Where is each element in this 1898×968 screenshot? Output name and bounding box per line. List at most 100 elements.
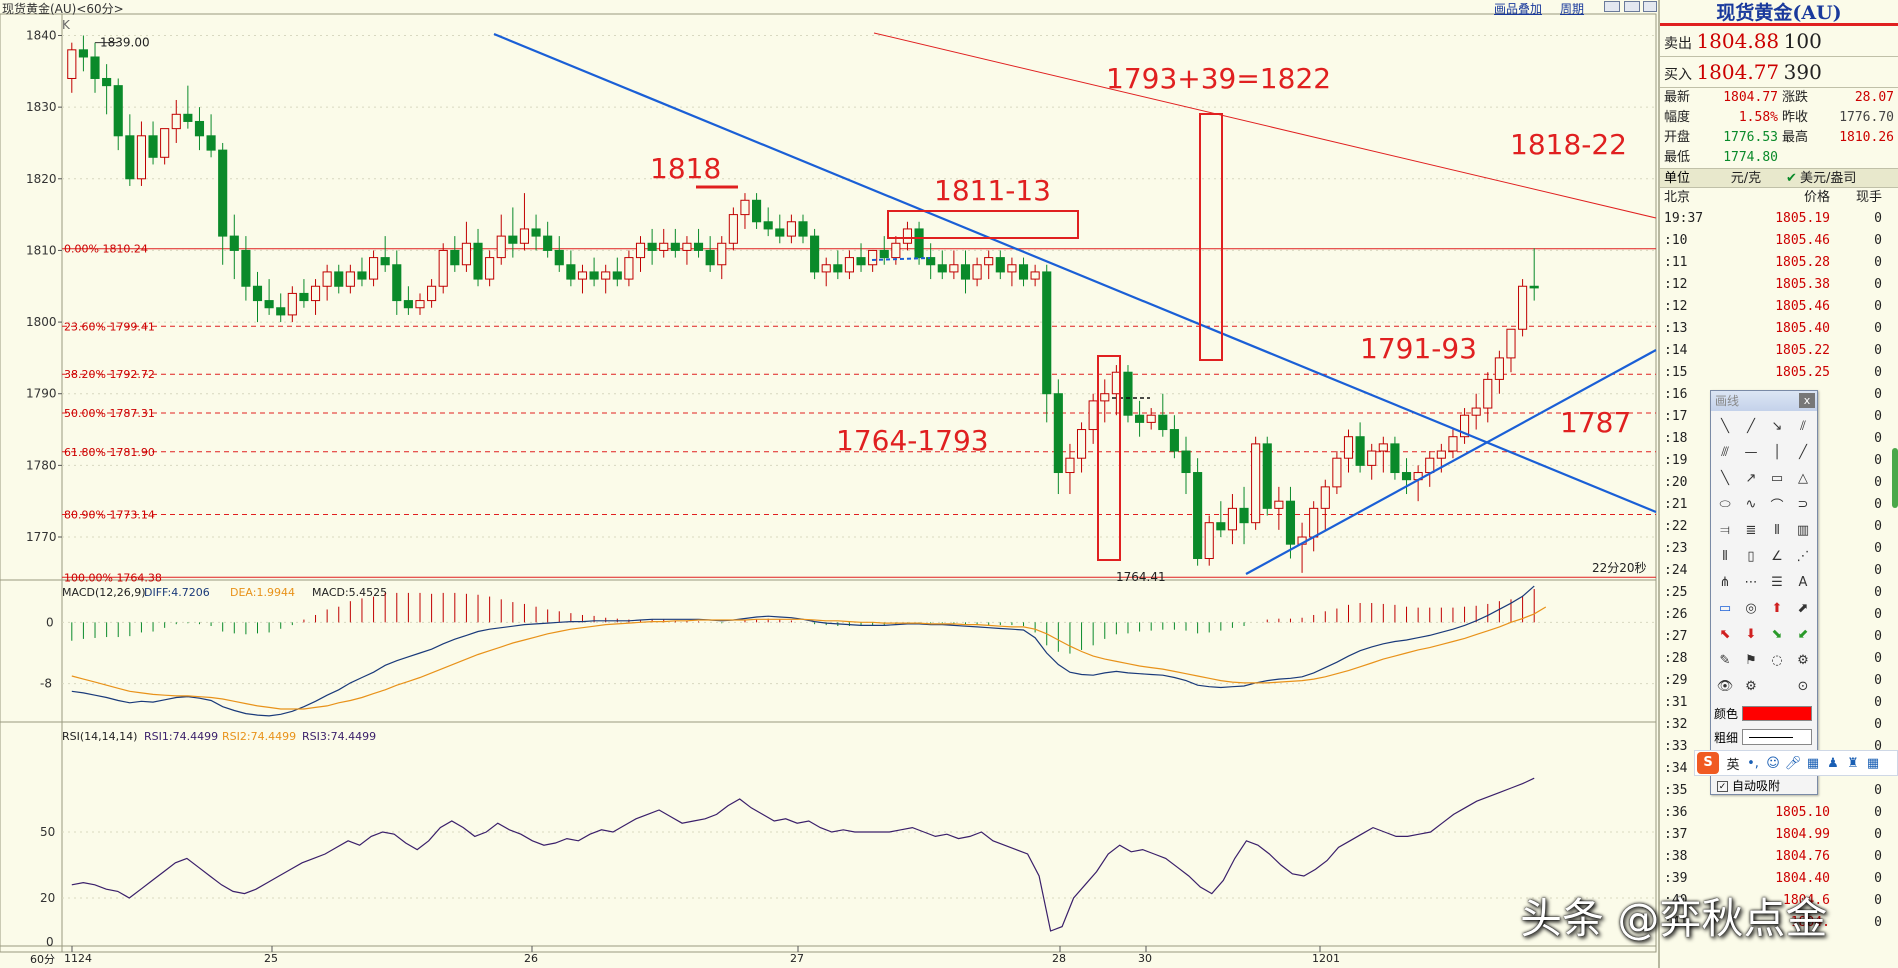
flag-icon[interactable]: ⚑ [1745,652,1757,668]
overlay-link[interactable]: 画品叠加 [1494,2,1543,16]
text-format-icon[interactable]: ☰ [1771,574,1783,590]
horizontal-icon[interactable]: — [1744,444,1758,460]
period-icon[interactable]: ⦀ [1722,548,1728,564]
bars-icon[interactable]: ▯ [1747,548,1755,564]
tick-time: :17 [1664,409,1688,424]
ime-user-icon[interactable]: ♟ [1827,755,1839,771]
unit-row[interactable]: 单位 元/克 ✔ 美元/盎司 [1660,168,1898,188]
zoom-in-button[interactable] [1624,1,1640,12]
x-tick-label: 28 [1052,952,1066,965]
channel-icon[interactable]: ⫻ [1721,444,1729,460]
ray-icon[interactable]: ╱ [1747,418,1755,434]
tick-qty: 0 [1874,541,1882,556]
angle-icon[interactable]: ∠ [1771,548,1783,564]
ime-skin-icon[interactable]: ♜ [1847,755,1859,771]
hide-icon[interactable]: ◌ [1771,652,1783,668]
fan-icon[interactable]: ⋰ [1796,548,1810,564]
palette-width-select[interactable] [1742,729,1813,745]
candle-body [647,242,657,251]
eye-icon[interactable]: 👁︎ [1716,678,1734,694]
stat-value: 28.07 [1854,90,1894,105]
tick-time: :32 [1664,717,1688,732]
tick-row: :19 0 [1660,450,1898,472]
palette-width-row[interactable]: 粗细 [1711,725,1817,749]
fib-retrace-icon[interactable]: ≣ [1745,522,1757,538]
candle-body [1459,414,1470,438]
palette-close-button[interactable]: x [1799,393,1815,408]
arrow-up-icon[interactable]: ↗ [1745,470,1757,486]
zoom-out-button[interactable] [1604,1,1620,12]
price-label-icon[interactable]: ▭ [1718,600,1732,616]
candle-body [1227,507,1237,531]
ime-keyboard-icon[interactable]: ▦ [1806,755,1820,771]
gear-icon[interactable]: ⚙ [1745,678,1757,694]
curve-icon[interactable]: ⌒ [1770,498,1784,514]
drawing-palette[interactable]: 画线 x ╲ ╱ ↘ ⫽ ⫻ — │ ╱ ╲ ↗ ▭ △ ⬭ ∿ ⌒ ⊃ ⫤ ≣ ⫴ ▥ ⦀ ▯ ∠ ⋰ ⋔ ⋯ ☰ A ▭ ◎ ⬆ ⬈ ⬉ ⬇ ⬊… [1710,390,1818,795]
trend-icon[interactable]: ╱ [1799,444,1807,460]
vertical-icon[interactable]: │ [1773,444,1781,460]
arc-icon[interactable]: ⊃ [1797,496,1809,512]
green-arrow-icon[interactable]: ⬊ [1771,626,1783,642]
down-arrow-icon[interactable]: ⬇ [1745,626,1757,642]
chart-canvas[interactable]: 1840 1830 1820 1810 1800 1790 1780 1770 0.00% 18… [0,0,1658,968]
ime-lang-toggle[interactable]: 英 [1726,757,1740,773]
ime-punct-icon[interactable]: •, [1747,755,1759,771]
unit-alt[interactable]: 美元/盎司 [1800,171,1857,186]
triangle-icon[interactable]: △ [1798,470,1808,486]
ring-icon[interactable]: ◎ [1745,600,1757,616]
fib-icon[interactable]: ⫤ [1720,522,1730,538]
chart-area[interactable]: 1840 1830 1820 1810 1800 1790 1780 1770 0.00% 18… [0,0,1658,968]
auto-snap-checkbox[interactable]: ✓ [1717,781,1728,792]
palette-auto-snap[interactable]: ✓ 自动吸附 [1711,775,1817,797]
scrollbar-thumb[interactable] [1892,448,1898,508]
ticks-qty-header: 现手 [1855,190,1882,205]
x-tick-label: 26 [524,952,538,965]
tick-row: :38 1804.76 0 [1660,846,1898,868]
candle-body [926,257,936,266]
pitchfork-icon[interactable]: ⋔ [1719,574,1731,590]
candle-body [1239,507,1249,524]
tick-row: :13 1805.40 0 [1660,318,1898,340]
y-tick-label: 1800 [26,315,57,329]
gann-icon[interactable]: ▥ [1796,522,1810,538]
red-arrow-icon[interactable]: ⬉ [1719,626,1731,642]
unit-value[interactable]: 元/克 [1730,171,1762,186]
period-link[interactable]: 周期 [1560,2,1585,16]
rect-icon[interactable]: ▭ [1770,470,1784,486]
parallel-icon[interactable]: ⫽ [1800,418,1806,434]
candle-body [821,264,831,273]
settings-icon[interactable]: ⚙ [1797,652,1809,668]
green-diag-icon[interactable]: ⬋ [1797,626,1809,642]
restore-button[interactable] [1643,1,1657,12]
rsi2-legend: RSI2:74.4499 [222,730,296,743]
segment-icon[interactable]: ╲ [1721,470,1729,486]
up-scroll-icon[interactable]: ⊙ [1797,678,1809,694]
speed-icon[interactable]: ⋯ [1744,574,1758,590]
sell-label: 卖出 [1664,36,1692,52]
palette-color-row[interactable]: 颜色 [1711,701,1817,725]
arrow-line-icon[interactable]: ↘ [1771,418,1783,434]
ime-menu-icon[interactable]: ▦ [1866,755,1880,771]
tick-qty: 0 [1874,915,1882,930]
ellipse-icon[interactable]: ⬭ [1719,496,1731,512]
pen-icon[interactable]: ✎ [1719,652,1731,668]
ime-mic-icon[interactable]: 🎤︎ [1784,755,1802,771]
ticks-list[interactable]: 19:37 1805.19 0:10 1805.46 0:11 1805.28 0:12 18… [1660,208,1898,934]
ime-emoji-icon[interactable]: ☺ [1766,755,1780,771]
diag-arrow-icon[interactable]: ⬈ [1797,600,1809,616]
line-icon[interactable]: ╲ [1721,418,1729,434]
candle-body [601,271,611,280]
up-arrow-icon[interactable]: ⬆ [1771,600,1783,616]
fib-fan-icon[interactable]: ⫴ [1774,522,1780,538]
x-tick-label: 1201 [1312,952,1340,965]
ime-toolbar[interactable]: S 英 •, ☺ 🎤︎ ▦ ♟ ♜ ▦ [1694,750,1898,776]
chart-title: 现货黄金(AU)<60分> [2,2,124,16]
candle-body [113,85,123,137]
ime-logo-icon[interactable]: S [1697,752,1719,774]
text-icon[interactable]: A [1798,574,1808,590]
tick-row: :41 1804. 0 [1660,912,1898,934]
stat-label: 最高 [1782,130,1809,145]
wave-icon[interactable]: ∿ [1745,496,1757,512]
palette-color-swatch[interactable] [1742,705,1813,721]
